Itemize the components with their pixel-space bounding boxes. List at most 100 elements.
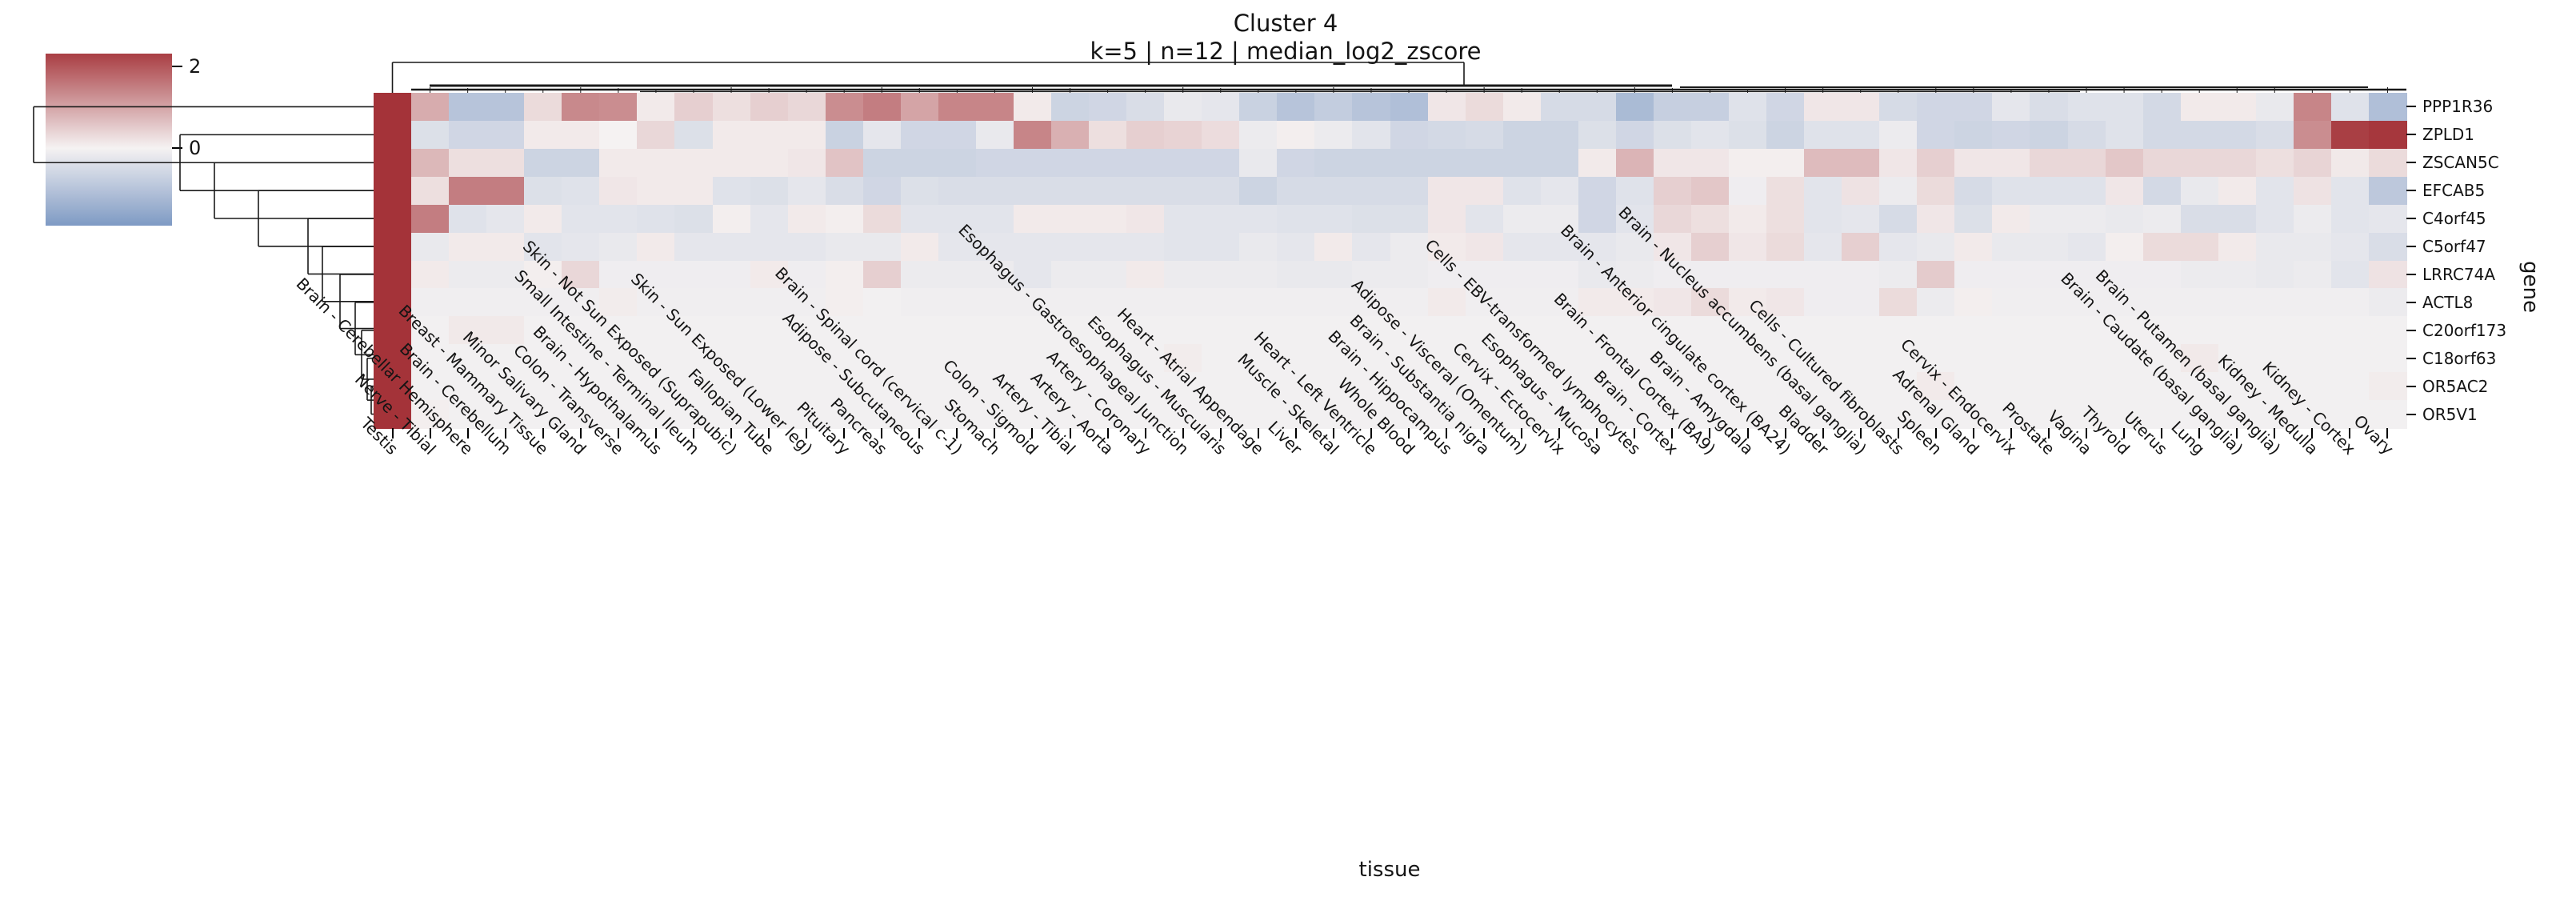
heatmap-cell — [862, 93, 902, 122]
heatmap-cell — [900, 232, 939, 262]
heatmap-cell — [1013, 176, 1052, 206]
heatmap-cell — [1729, 120, 1767, 150]
heatmap-cell — [2030, 344, 2069, 373]
heatmap-cell — [562, 120, 600, 150]
x-tick — [1521, 428, 1523, 438]
heatmap-cell — [2368, 288, 2407, 317]
heatmap-cell — [1992, 120, 2031, 150]
heatmap-cell — [862, 204, 902, 234]
y-tick-label: C4orf45 — [2422, 209, 2486, 229]
heatmap-cell — [750, 372, 789, 401]
heatmap-cell — [2180, 176, 2219, 206]
heatmap-cell — [938, 148, 977, 178]
y-tick — [2406, 218, 2416, 220]
heatmap-cell — [674, 400, 714, 429]
heatmap-cell — [2105, 204, 2144, 234]
heatmap-cell — [1917, 260, 1955, 290]
heatmap-cell — [674, 288, 714, 317]
heatmap-cell — [825, 260, 864, 290]
x-tick — [768, 428, 770, 438]
heatmap-cell — [2180, 204, 2219, 234]
heatmap-cell — [1352, 148, 1391, 178]
heatmap-cell — [1164, 204, 1202, 234]
heatmap-cell — [1013, 232, 1052, 262]
x-tick — [1408, 428, 1410, 438]
heatmap-cell — [1842, 204, 1880, 234]
heatmap-cell — [1917, 232, 1955, 262]
heatmap-cell — [486, 93, 525, 122]
heatmap-cell — [2218, 372, 2257, 401]
heatmap-cell — [2330, 316, 2370, 345]
heatmap-cell — [787, 400, 826, 429]
heatmap-cell — [599, 372, 638, 401]
heatmap-cell — [1465, 148, 1504, 178]
heatmap-cell — [599, 232, 638, 262]
heatmap-cell — [411, 260, 450, 290]
heatmap-cell — [1766, 120, 1805, 150]
heatmap-cell — [2180, 148, 2219, 178]
heatmap-cell — [562, 232, 600, 262]
heatmap-cell — [2293, 232, 2332, 262]
heatmap-cell — [486, 260, 525, 290]
heatmap-cell — [1427, 288, 1466, 317]
heatmap-cell — [2255, 204, 2294, 234]
heatmap-cell — [1314, 400, 1354, 429]
heatmap-cell — [1653, 372, 1692, 401]
heatmap-cell — [1390, 344, 1429, 373]
heatmap-cell — [599, 344, 638, 373]
heatmap-cell — [1239, 120, 1278, 150]
heatmap-cell — [674, 176, 714, 206]
heatmap-cell — [1766, 344, 1805, 373]
heatmap-cell — [712, 344, 751, 373]
heatmap-cell — [750, 204, 789, 234]
heatmap-cell — [2067, 400, 2106, 429]
heatmap-cell — [1164, 400, 1202, 429]
heatmap-cell — [1051, 316, 1090, 345]
x-tick — [806, 428, 808, 438]
heatmap-cell — [674, 372, 714, 401]
heatmap-cell — [1352, 316, 1391, 345]
chart-subtitle: k=5 | n=12 | median_log2_zscore — [1090, 38, 1482, 65]
heatmap-cell — [1540, 260, 1579, 290]
heatmap-cell — [825, 204, 864, 234]
x-tick — [542, 428, 544, 438]
heatmap-cell — [637, 372, 676, 401]
heatmap-cell — [2180, 120, 2219, 150]
heatmap-cell — [1615, 120, 1654, 150]
heatmap-cell — [1842, 176, 1880, 206]
heatmap-cell — [1540, 372, 1579, 401]
heatmap-cell — [1239, 176, 1278, 206]
heatmap-cell — [1653, 204, 1692, 234]
heatmap-cell — [975, 176, 1014, 206]
heatmap-cell — [411, 120, 450, 150]
heatmap-cell — [2142, 120, 2182, 150]
heatmap-cell — [1879, 372, 1918, 401]
heatmap-cell — [1277, 288, 1315, 317]
heatmap-cell — [1804, 260, 1842, 290]
heatmap-cell — [2293, 316, 2332, 345]
heatmap-cell — [1427, 176, 1466, 206]
heatmap-cell — [1089, 93, 1127, 122]
heatmap-cell — [637, 120, 676, 150]
heatmap-cell — [1239, 400, 1278, 429]
heatmap-cell — [562, 288, 600, 317]
heatmap-cell — [1277, 232, 1315, 262]
x-tick — [1106, 428, 1109, 438]
x-tick — [2311, 428, 2314, 438]
heatmap-cell — [1390, 176, 1429, 206]
heatmap-cell — [1352, 400, 1391, 429]
y-tick — [2406, 162, 2416, 164]
heatmap-cell — [2142, 400, 2182, 429]
heatmap-cell — [1502, 316, 1542, 345]
x-tick — [994, 428, 996, 438]
heatmap-cell — [1879, 176, 1918, 206]
x-tick — [1219, 428, 1222, 438]
heatmap-cell — [2030, 176, 2069, 206]
heatmap-cell — [2255, 148, 2294, 178]
heatmap-cell — [1051, 232, 1090, 262]
heatmap-cell — [1766, 204, 1805, 234]
heatmap-cell — [2067, 148, 2106, 178]
heatmap-cell — [1954, 176, 1993, 206]
heatmap-cell — [1804, 176, 1842, 206]
heatmap-cell — [2180, 232, 2219, 262]
